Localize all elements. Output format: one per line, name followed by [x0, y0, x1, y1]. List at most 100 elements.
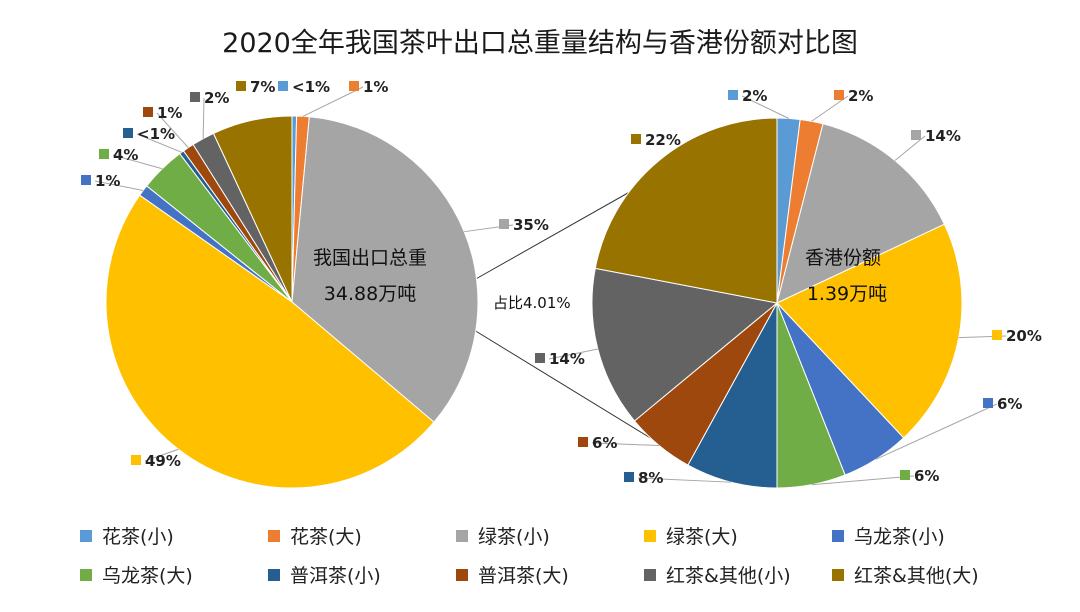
leader-line [136, 133, 182, 153]
data-label: 6% [592, 434, 617, 452]
legend-label: 乌龙茶(大) [102, 565, 193, 587]
connector-line-bottom [473, 329, 671, 451]
data-label-swatch [81, 175, 91, 185]
data-label: <1% [292, 78, 330, 96]
legend-swatch [644, 529, 656, 542]
data-label: 6% [997, 395, 1022, 413]
data-label-swatch [911, 130, 921, 140]
legend-item: 乌龙茶(大) [80, 561, 268, 588]
center-label-value: 34.88万吨 [324, 283, 416, 305]
legend-item: 花茶(大) [268, 522, 456, 549]
data-label-swatch [123, 128, 133, 138]
leader-line [144, 448, 179, 462]
legend-swatch [268, 568, 280, 581]
data-label-swatch [624, 472, 634, 482]
data-label-swatch [278, 81, 288, 91]
data-label: 14% [925, 127, 961, 145]
chart-title: 2020全年我国茶叶出口总重量结构与香港份额对比图 [222, 28, 858, 59]
pie-right: 2% 2% 14% 20% 6% 6% 8% 6% 14% 22% 香港份额 1.39万吨 [535, 87, 1042, 489]
leader-line [637, 477, 732, 483]
data-label: 4% [113, 146, 138, 164]
pie-slice [776, 223, 963, 439]
leader-line [591, 442, 660, 447]
center-label-name: 我国出口总重 [313, 247, 427, 269]
data-label-swatch [578, 437, 588, 447]
pie-slice [105, 194, 435, 489]
data-label: <1% [137, 125, 175, 143]
leader-line [548, 348, 598, 360]
pie-slice [594, 117, 778, 304]
legend-label: 花茶(大) [290, 526, 362, 548]
legend-swatch [268, 529, 280, 542]
data-label-swatch [728, 90, 738, 100]
data-label: 22% [645, 131, 681, 149]
legend-item: 红茶&其他(小) [644, 561, 832, 588]
leader-line [741, 95, 789, 119]
data-label: 7% [250, 78, 275, 96]
data-label-swatch [190, 92, 200, 102]
leader-line [811, 475, 915, 486]
pie-slice [687, 302, 778, 489]
data-label-swatch [834, 90, 844, 100]
data-label-swatch [99, 149, 109, 159]
data-label: 8% [638, 469, 663, 487]
legend-swatch [832, 568, 844, 581]
legend-swatch [80, 529, 92, 542]
leader-line [811, 95, 849, 122]
data-label-swatch [143, 107, 153, 117]
legend-item: 红茶&其他(大) [832, 561, 1020, 588]
legend-label: 绿茶(大) [666, 526, 738, 548]
pie-slice [591, 267, 779, 422]
legend-label: 乌龙茶(小) [854, 526, 945, 548]
data-label-swatch [983, 398, 993, 408]
data-label: 49% [145, 452, 181, 470]
legend-swatch [80, 568, 92, 581]
legend-item: 绿茶(大) [644, 522, 832, 549]
leader-line [94, 180, 144, 191]
legend-label: 花茶(小) [102, 526, 174, 548]
data-label: 1% [157, 104, 182, 122]
data-label: 35% [513, 216, 549, 234]
pie-slice [291, 116, 479, 423]
share-annotation: 占比4.01% [493, 294, 571, 312]
leader-line [156, 112, 189, 148]
legend-label: 普洱茶(大) [478, 565, 569, 587]
data-label: 20% [1006, 327, 1042, 345]
legend: 花茶(小) 花茶(大) 绿茶(小) 绿茶(大) 乌龙茶(小) 乌龙茶(大) 普洱茶(小) 普洱… [80, 522, 1020, 588]
legend-swatch [456, 529, 468, 542]
legend-item: 花茶(小) [80, 522, 268, 549]
pie-slice [212, 115, 293, 303]
data-label-swatch [131, 455, 141, 465]
leader-line [894, 135, 926, 161]
center-label-value: 1.39万吨 [807, 283, 887, 305]
pie-slice [776, 123, 946, 304]
leader-line [302, 86, 364, 117]
leader-line [875, 403, 998, 460]
center-label-name: 香港份额 [805, 247, 881, 269]
legend-item: 普洱茶(小) [268, 561, 456, 588]
pie-left: <1% 1% 35% 49% 1% 4% <1% 1% 2% 7% 我国出口总重 34.88万吨 [81, 78, 549, 489]
leader-line [202, 97, 205, 139]
legend-swatch [644, 568, 656, 581]
data-label: 2% [848, 87, 873, 105]
legend-item: 绿茶(小) [456, 522, 644, 549]
data-label: 6% [914, 467, 939, 485]
leader-line [112, 154, 163, 170]
legend-label: 普洱茶(小) [290, 565, 381, 587]
legend-swatch [832, 529, 844, 542]
data-label: 1% [363, 78, 388, 96]
legend-swatch [456, 568, 468, 581]
data-label-swatch [535, 353, 545, 363]
data-label-swatch [900, 470, 910, 480]
legend-label: 红茶&其他(大) [854, 565, 979, 587]
legend-label: 绿茶(小) [478, 526, 550, 548]
data-label-swatch [349, 81, 359, 91]
legend-label: 红茶&其他(小) [666, 565, 791, 587]
data-label-swatch [236, 81, 246, 91]
data-label-swatch [992, 330, 1002, 340]
data-label: 2% [204, 89, 229, 107]
legend-item: 乌龙茶(小) [832, 522, 1020, 549]
data-label-swatch [631, 134, 641, 144]
data-label: 14% [549, 350, 585, 368]
